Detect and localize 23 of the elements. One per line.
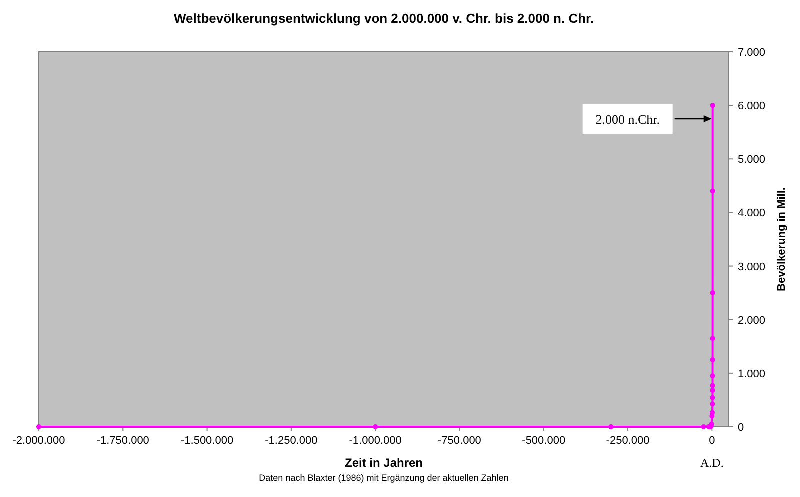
y-tick-label: 4.000 xyxy=(738,208,766,220)
x-tick-label: -1.000.000 xyxy=(349,435,402,447)
y-tick-label: 0 xyxy=(738,422,744,434)
x-tick-label: -1.250.000 xyxy=(265,435,318,447)
y-tick-label: 7.000 xyxy=(738,47,766,59)
x-tick-label: -750.000 xyxy=(438,435,482,447)
y-tick-label: 3.000 xyxy=(738,261,766,274)
x-tick-label: -250.000 xyxy=(606,435,650,447)
x-tick-label: -1.500.000 xyxy=(180,435,234,447)
y-tick-label: 2.000 xyxy=(738,314,766,327)
y-tick-label: 5.000 xyxy=(738,154,766,166)
y-tick-label: 6.000 xyxy=(738,100,766,113)
chart-title: Weltbevölkerungsentwicklung von 2.000.000 v. Chr. bis 2.000 n. Chr. xyxy=(174,11,594,26)
x-axis-title: Zeit in Jahren xyxy=(344,456,424,470)
text: A.D. xyxy=(700,456,724,470)
y-tick-label: 1.000 xyxy=(738,368,766,380)
x-tick-label: -1.750.000 xyxy=(96,435,150,447)
text: Daten nach Blaxter (1986) mit Ergänzung der aktuellen Zahlen xyxy=(259,473,509,483)
annotation: 2.000 n.Chr. xyxy=(596,112,660,127)
x-tick-label: -2.000.000 xyxy=(12,435,66,447)
y-axis-title: Bevölkerung in Mill. xyxy=(776,188,788,292)
x-tick-label: 0 xyxy=(709,435,716,447)
x-tick-label: -500.000 xyxy=(522,435,566,447)
